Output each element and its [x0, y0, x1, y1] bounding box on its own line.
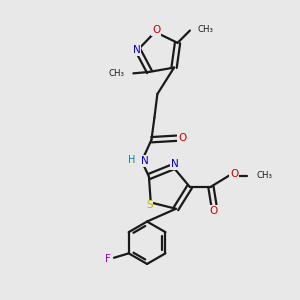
Text: F: F: [105, 254, 110, 264]
Text: N: N: [171, 160, 178, 170]
Text: CH₃: CH₃: [109, 69, 124, 78]
Text: S: S: [146, 200, 153, 210]
Text: N: N: [133, 45, 140, 55]
Text: O: O: [230, 169, 238, 179]
Text: CH₃: CH₃: [256, 171, 272, 180]
Text: O: O: [210, 206, 218, 216]
Text: N: N: [141, 156, 148, 166]
Text: H: H: [128, 155, 135, 165]
Text: CH₃: CH₃: [198, 25, 214, 34]
Text: O: O: [178, 133, 187, 142]
Text: O: O: [152, 25, 160, 35]
